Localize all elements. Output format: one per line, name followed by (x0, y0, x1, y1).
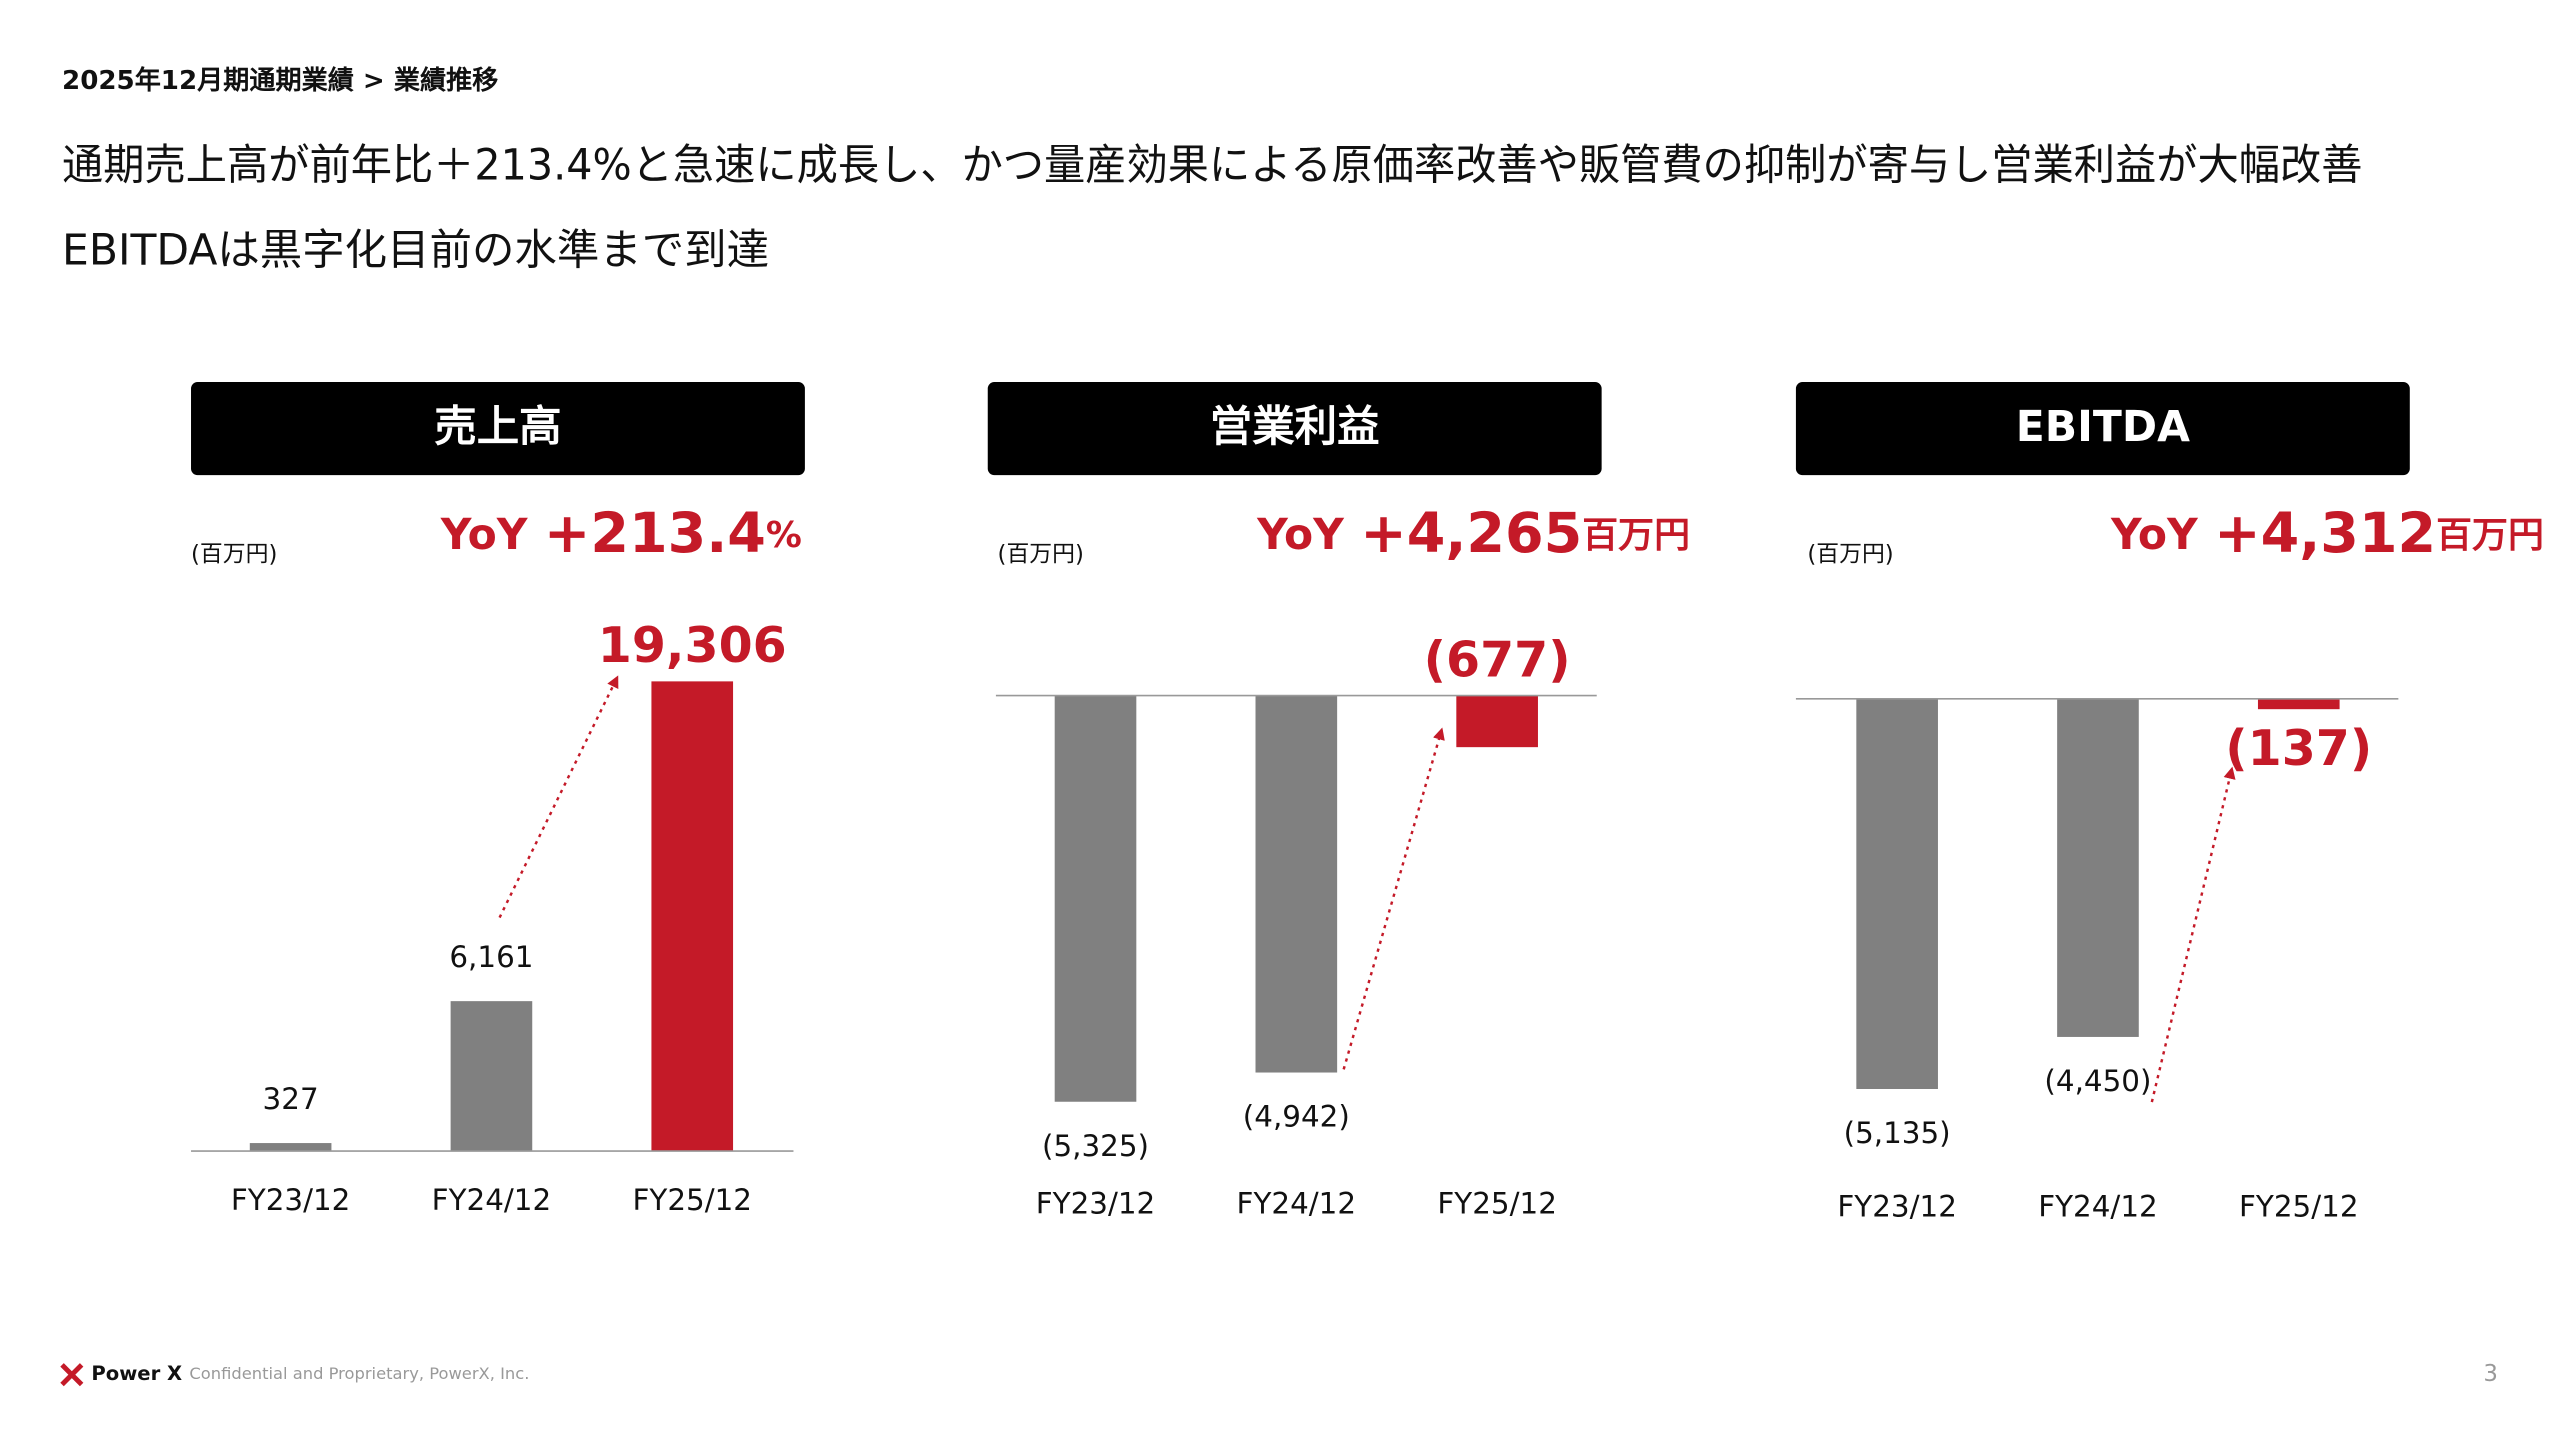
bar (2057, 698, 2139, 1037)
logo-mark (60, 1363, 84, 1387)
yoy: YoY +213.4% (440, 501, 802, 566)
bar (249, 1143, 332, 1152)
page-number: 3 (2483, 1361, 2498, 1387)
x-tick-label: FY24/12 (432, 1183, 552, 1217)
yoy-value: +4,312 (2214, 501, 2436, 566)
chart: 営業利益 (百万円) YoY +4,265百万円 (5,325) FY23/12 (4,94… (987, 382, 1690, 1220)
chart: EBITDA (百万円) YoY +4,312百万円 (5,135) FY23/12 (4,… (1795, 382, 2544, 1224)
value-label: (4,450) (2044, 1064, 2151, 1098)
chart-title: 営業利益 (1210, 403, 1380, 452)
unit-label: (百万円) (1807, 542, 1893, 568)
breadcrumb: 2025年12月期通期業績 > 業績推移 (62, 65, 498, 96)
value-label-highlight: (677) (1424, 631, 1571, 688)
chart-title: EBITDA (2016, 403, 2190, 452)
unit-label: (百万円) (998, 542, 1084, 568)
x-tick-label: FY24/12 (1237, 1186, 1357, 1220)
value-label-highlight: (137) (2225, 720, 2372, 777)
headline: 通期売上高が前年比＋213.4%と急速に成長し、かつ量産効果による原価率改善や販… (62, 142, 2362, 191)
yoy-prefix: YoY (2110, 511, 2199, 560)
bar (1456, 695, 1538, 748)
title-box (987, 382, 1602, 476)
yoy-prefix: YoY (1256, 511, 1345, 560)
yoy-value: +4,265 (1360, 501, 1582, 566)
chart: 売上高 (百万円) YoY +213.4% 327 FY23/12 6,161 FY24/12… (191, 382, 805, 1217)
bar (1054, 695, 1137, 1102)
bar (1255, 695, 1338, 1073)
yoy-prefix: YoY (440, 511, 529, 560)
yoy-value: +213.4 (544, 501, 766, 566)
bar (2257, 698, 2340, 710)
unit-label: (百万円) (191, 542, 277, 568)
yoy: YoY +4,265百万円 (1256, 501, 1690, 566)
x-tick-label: FY23/12 (1837, 1190, 1956, 1224)
value-label: (5,135) (1844, 1116, 1951, 1150)
value-label: 327 (263, 1082, 319, 1116)
chart-title: 売上高 (434, 403, 561, 452)
yoy-unit: 百万円 (1582, 515, 1690, 556)
confidential: Confidential and Proprietary, PowerX, In… (189, 1364, 529, 1383)
x-tick-label: FY23/12 (1036, 1186, 1156, 1220)
title-box (191, 382, 805, 476)
footer: Power X Confidential and Proprietary, Po… (60, 1361, 2498, 1387)
x-tick-label: FY25/12 (1437, 1186, 1557, 1220)
brand: Power X (91, 1362, 182, 1385)
headline: EBITDAは黒字化目前の水準まで到達 (62, 227, 769, 276)
trend-arrow (1342, 727, 1445, 1070)
value-label: (4,942) (1243, 1100, 1350, 1134)
value-label-highlight: 19,306 (598, 617, 787, 674)
title-box (1795, 382, 2410, 476)
x-tick-label: FY25/12 (2239, 1190, 2359, 1224)
value-label: 6,161 (449, 940, 533, 974)
x-tick-label: FY24/12 (2038, 1190, 2157, 1224)
bar (651, 681, 734, 1152)
trend-arrow (2150, 766, 2236, 1103)
yoy: YoY +4,312百万円 (2110, 501, 2544, 566)
trend-arrow (498, 675, 619, 919)
x-tick-label: FY23/12 (231, 1183, 351, 1217)
x-tick-label: FY25/12 (632, 1183, 752, 1217)
bar (450, 1001, 533, 1152)
value-label: (5,325) (1042, 1129, 1149, 1163)
bar (1856, 698, 1938, 1089)
yoy-unit: % (766, 515, 802, 556)
yoy-unit: 百万円 (2436, 515, 2544, 556)
